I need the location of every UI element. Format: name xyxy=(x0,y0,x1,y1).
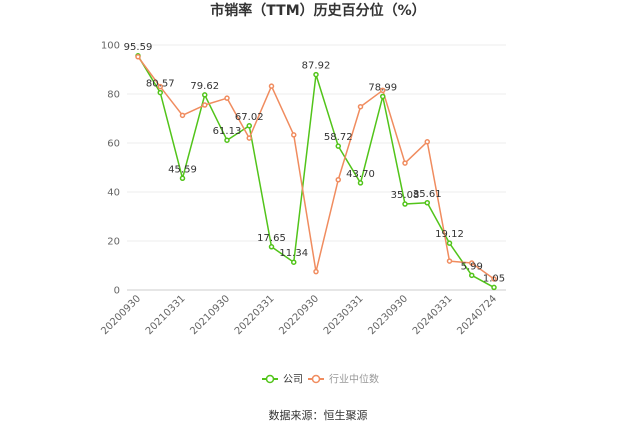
y-tick-label: 40 xyxy=(107,188,120,199)
company-data-point[interactable] xyxy=(446,240,453,246)
grid-layer xyxy=(127,44,506,291)
y-tick-label: 20 xyxy=(107,237,120,248)
company-data-label: 95.59 xyxy=(124,42,153,53)
x-axis: 20200930 20210331 20210930 20220331 20220930… xyxy=(99,293,499,337)
legend-item-company[interactable]: 公司 xyxy=(262,375,303,386)
x-tick-label: 20230331 xyxy=(322,293,366,337)
company-data-label: 43.70 xyxy=(346,169,375,180)
industry-median-data-point[interactable] xyxy=(268,83,275,89)
x-tick-label: 20200930 xyxy=(99,293,143,337)
company-data-label: 35.08 xyxy=(391,190,420,201)
company-data-label: 78.99 xyxy=(368,82,397,93)
company-data-label: 67.02 xyxy=(235,112,264,123)
industry-median-data-point[interactable] xyxy=(380,87,386,94)
x-tick-label: 20240724 xyxy=(455,293,499,337)
company-data-point[interactable] xyxy=(491,284,497,291)
industry-median-data-point[interactable] xyxy=(135,54,141,60)
y-axis: 0 20 40 60 80 100 xyxy=(101,41,120,297)
series-layer xyxy=(135,53,497,291)
legend-label: 行业中位数 xyxy=(329,373,379,386)
legend-label: 公司 xyxy=(283,375,303,386)
company-data-label: 11.34 xyxy=(279,248,308,259)
legend-circle-marker xyxy=(265,374,275,384)
x-tick-label: 20220930 xyxy=(277,293,321,337)
industry-median-data-point[interactable] xyxy=(246,135,252,141)
company-data-point[interactable] xyxy=(402,201,408,207)
company-data-point[interactable] xyxy=(224,137,230,143)
company-data-point[interactable] xyxy=(179,175,186,182)
company-data-point[interactable] xyxy=(291,259,297,265)
company-data-label: 80.57 xyxy=(146,79,175,90)
industry-median-data-point[interactable] xyxy=(202,102,208,108)
y-tick-label: 80 xyxy=(107,90,120,101)
source-text: 数据来源：恒生聚源 xyxy=(269,408,368,422)
company-data-label: 1.05 xyxy=(483,273,505,284)
company-data-point[interactable] xyxy=(157,89,163,96)
x-tick-label: 20210331 xyxy=(144,293,188,337)
industry-median-data-point[interactable] xyxy=(179,112,186,119)
x-tick-label: 20240331 xyxy=(411,293,455,337)
industry-median-data-point[interactable] xyxy=(313,268,319,275)
data-labels: 95.59 80.57 45.59 79.62 61.13 67.02 17.65 11.34… xyxy=(124,42,505,285)
company-data-point[interactable] xyxy=(202,92,208,98)
company-data-label: 61.13 xyxy=(213,126,242,137)
company-data-point[interactable] xyxy=(380,93,386,100)
company-data-label: 5.99 xyxy=(461,261,483,272)
industry-median-data-point[interactable] xyxy=(224,95,230,101)
company-data-label: 58.72 xyxy=(324,132,353,143)
industry-median-data-point[interactable] xyxy=(469,260,475,266)
y-tick-label: 60 xyxy=(107,139,120,150)
company-data-point[interactable] xyxy=(469,272,475,279)
company-data-point[interactable] xyxy=(424,200,430,206)
industry-median-data-point[interactable] xyxy=(291,132,297,138)
company-data-label: 45.59 xyxy=(168,164,197,175)
industry-median-data-point[interactable] xyxy=(424,139,430,145)
company-data-point[interactable] xyxy=(357,180,364,186)
company-data-label: 79.62 xyxy=(190,81,219,92)
chart-title: 市销率（TTM）历史百分位（%） xyxy=(210,2,425,19)
company-data-label: 19.12 xyxy=(435,229,464,240)
industry-median-data-point[interactable] xyxy=(446,258,453,264)
industry-median-data-point[interactable] xyxy=(402,160,408,166)
industry-median-data-point[interactable] xyxy=(491,276,497,282)
x-tick-label: 20210930 xyxy=(188,293,232,337)
legend-circle-marker xyxy=(311,374,321,384)
industry-median-data-point[interactable] xyxy=(157,83,163,90)
company-data-point[interactable] xyxy=(246,123,252,129)
legend: 公司 行业中位数 xyxy=(262,373,379,386)
legend-item-industry-median[interactable]: 行业中位数 xyxy=(308,373,379,386)
industry-median-data-point[interactable] xyxy=(335,177,341,183)
company-data-point[interactable] xyxy=(313,71,319,78)
y-tick-label: 0 xyxy=(114,286,120,297)
company-data-point[interactable] xyxy=(335,143,341,149)
industry-median-data-point[interactable] xyxy=(357,103,364,110)
company-data-label: 35.61 xyxy=(413,189,442,200)
y-tick-label: 100 xyxy=(101,41,120,52)
company-data-label: 87.92 xyxy=(302,61,331,72)
company-data-point[interactable] xyxy=(268,244,275,250)
company-data-label: 17.65 xyxy=(257,233,286,244)
x-tick-label: 20230930 xyxy=(366,293,410,337)
x-tick-label: 20220331 xyxy=(233,293,277,337)
